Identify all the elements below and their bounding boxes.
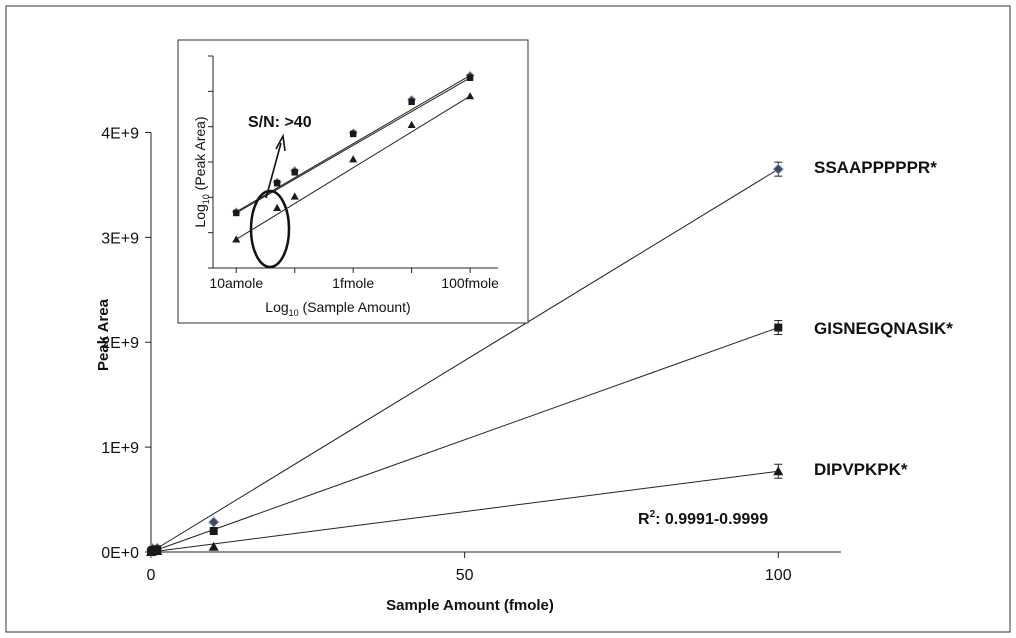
- main-axes: 0E+0 1E+9 2E+9 3E+9 4E+9 0 50 100: [101, 125, 841, 584]
- trendline-square: [150, 327, 779, 553]
- inset-data-point-triangle: [466, 92, 475, 100]
- inset-y-title-rest: (Peak Area): [192, 116, 208, 194]
- sn-annotation: S/N: >40: [248, 114, 312, 131]
- r2-value: : 0.9991-0.9999: [655, 511, 768, 528]
- inset-x-tick-label: 100fmole: [441, 275, 499, 291]
- y-tick-label: 0E+0: [101, 545, 139, 562]
- inset-data-point-square: [273, 180, 281, 187]
- inset-trendline-diamond: [236, 75, 471, 213]
- inset-x-title-rest: (Sample Amount): [299, 299, 411, 315]
- r2-prefix: R: [638, 511, 650, 528]
- inset-data-point-square: [349, 130, 357, 138]
- sn-arrow-head: [275, 133, 286, 152]
- series-label-dipvpkpk: DIPVPKPK*: [814, 460, 908, 479]
- inset-data-point-triangle: [349, 155, 358, 163]
- main-chart: 0E+0 1E+9 2E+9 3E+9 4E+9 0 50 100 Peak Area Sam…: [95, 125, 953, 614]
- y-tick-label: 3E+9: [101, 230, 139, 247]
- inset-axes: 10amole 1fmole 100fmole: [208, 55, 499, 291]
- inset-x-axis-title: Log10 (Sample Amount): [265, 299, 410, 318]
- inset-x-tick-label: 1fmole: [332, 275, 374, 291]
- inset-trendline-triangle: [236, 95, 471, 240]
- inset-data-point-square: [466, 74, 474, 81]
- y-axis-title: Peak Area: [95, 298, 112, 371]
- inset-markers: [231, 70, 475, 243]
- series-label-gisnegqnasik: GISNEGQNASIK*: [814, 319, 953, 338]
- inset-trendlines: [236, 75, 471, 240]
- series-label-ssaappppppr: SSAAPPPPPR*: [814, 158, 937, 177]
- main-trendlines: [150, 168, 779, 553]
- inset-data-point-square: [291, 169, 298, 176]
- data-point-triangle: [208, 541, 219, 551]
- trendline-triangle: [150, 470, 779, 553]
- y-tick-label: 1E+9: [101, 440, 139, 457]
- inset-chart: 10amole 1fmole 100fmole Log10 (Sample Amou…: [177, 39, 529, 324]
- inset-data-point-square: [233, 209, 240, 217]
- trendline-diamond: [150, 168, 779, 553]
- main-markers: [145, 161, 784, 558]
- inset-x-log-subscript: 10: [289, 308, 299, 318]
- inset-data-point-triangle: [290, 192, 299, 200]
- data-point-triangle: [773, 466, 784, 476]
- inset-y-axis-title: Log10 (Peak Area): [192, 116, 211, 227]
- inset-data-point-triangle: [273, 203, 282, 212]
- inset-trendline-square: [236, 77, 471, 214]
- inset-frame: [177, 39, 529, 324]
- r2-superscript: 2: [650, 509, 656, 520]
- x-tick-label: 100: [765, 567, 792, 584]
- data-point-square: [209, 527, 218, 536]
- x-axis-title: Sample Amount (fmole): [386, 597, 554, 614]
- inset-y-log-subscript: 10: [201, 194, 211, 204]
- x-tick-label: 50: [456, 567, 474, 584]
- data-point-diamond: [772, 163, 784, 175]
- inset-data-point-square: [408, 98, 415, 106]
- inset-data-point-triangle: [232, 235, 241, 243]
- inset-y-log-prefix: Log: [192, 204, 208, 227]
- y-tick-label: 4E+9: [101, 125, 139, 142]
- x-tick-label: 0: [147, 567, 156, 584]
- lod-highlight-ellipse: [249, 189, 291, 269]
- inset-x-tick-label: 10amole: [209, 275, 263, 291]
- inset-x-log-prefix: Log: [265, 299, 288, 315]
- inset-data-point-triangle: [407, 120, 416, 128]
- sn-arrow-line: [265, 142, 282, 199]
- r-squared-annotation: R2: 0.9991-0.9999: [638, 509, 768, 528]
- data-point-square: [774, 323, 783, 332]
- y-tick-label: 2E+9: [101, 335, 139, 352]
- data-point-triangle: [152, 546, 163, 556]
